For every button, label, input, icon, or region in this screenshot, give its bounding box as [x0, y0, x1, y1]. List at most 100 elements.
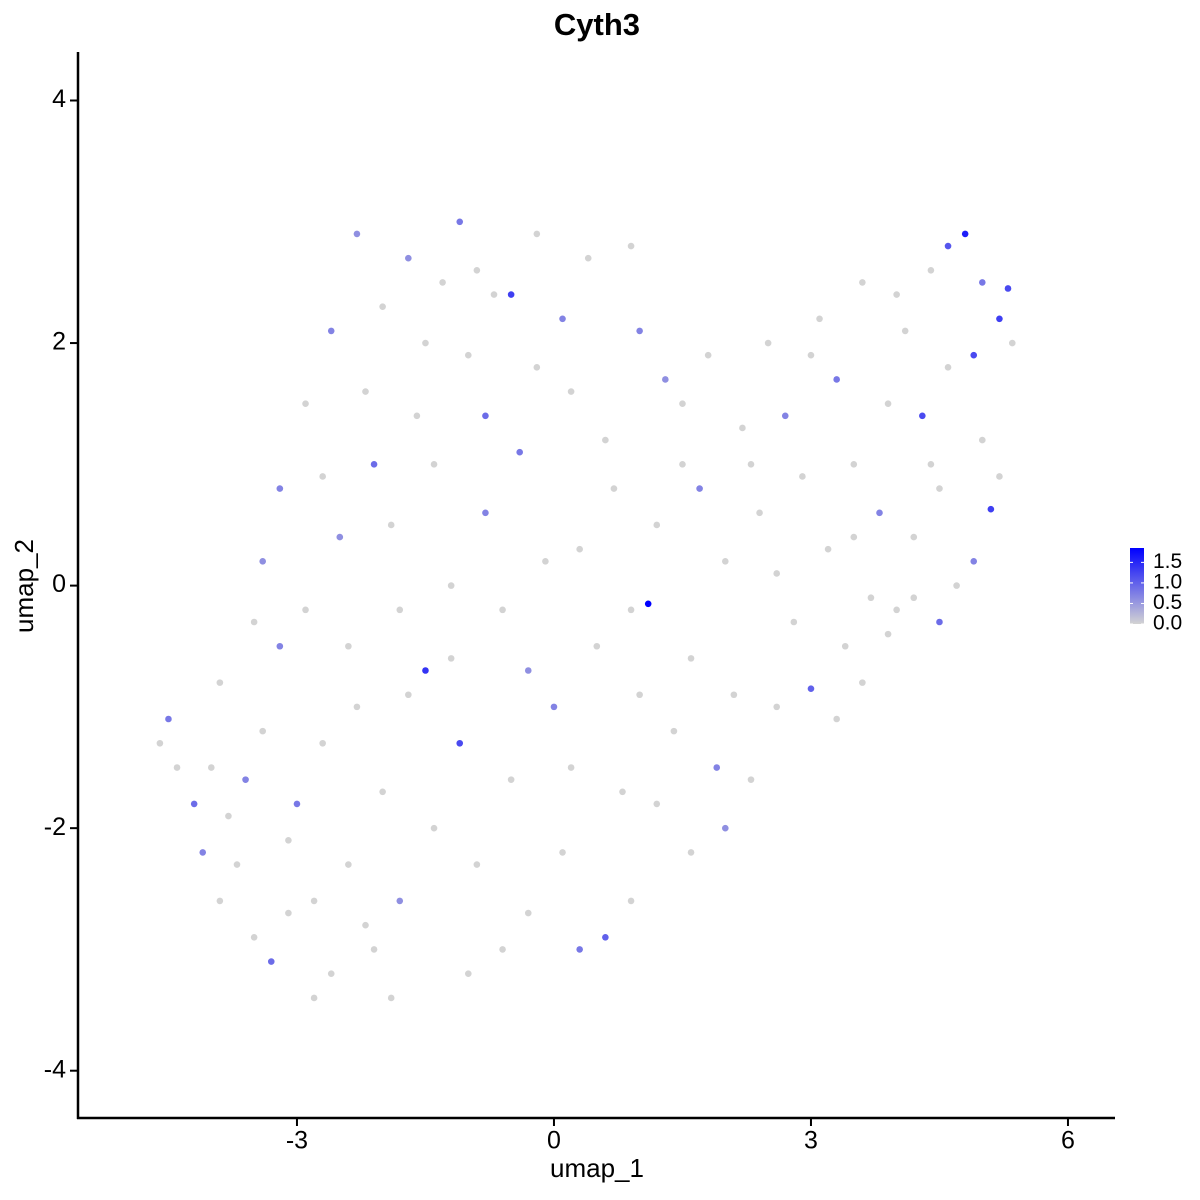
point	[559, 849, 566, 856]
color-bar	[1130, 548, 1144, 624]
point	[636, 327, 643, 335]
point	[345, 861, 352, 868]
point	[456, 739, 464, 747]
point	[156, 739, 164, 747]
point	[679, 400, 686, 407]
point	[644, 600, 652, 608]
point	[473, 861, 481, 868]
point	[267, 958, 275, 965]
point	[1008, 339, 1016, 347]
point	[704, 351, 712, 359]
point	[627, 897, 635, 905]
point	[413, 412, 421, 420]
point	[987, 505, 995, 513]
point	[542, 558, 549, 565]
point	[773, 570, 781, 577]
point	[884, 400, 892, 407]
point	[893, 291, 900, 298]
point	[756, 509, 763, 517]
point	[370, 946, 378, 953]
point	[499, 946, 506, 953]
x-tick-label: 0	[547, 1127, 561, 1155]
point	[276, 485, 284, 492]
x-axis-label: umap_1	[550, 1153, 644, 1183]
x-tick-label: -3	[286, 1127, 308, 1155]
point	[430, 824, 438, 832]
point	[456, 218, 464, 226]
point	[379, 303, 386, 310]
point	[910, 533, 918, 541]
point	[250, 618, 258, 626]
point	[841, 642, 849, 650]
point	[464, 351, 472, 359]
point	[679, 461, 686, 468]
point	[216, 679, 224, 686]
point	[953, 582, 960, 589]
point	[944, 364, 952, 371]
point	[516, 448, 523, 456]
point	[533, 230, 541, 238]
point	[867, 594, 875, 602]
point	[447, 582, 455, 589]
point	[799, 473, 806, 480]
point	[722, 558, 729, 565]
point	[627, 242, 635, 250]
point	[345, 642, 352, 650]
point	[422, 339, 429, 347]
point	[422, 667, 429, 674]
point	[199, 849, 207, 856]
point	[859, 279, 866, 286]
point	[781, 412, 789, 420]
point	[927, 266, 935, 274]
point	[747, 776, 755, 783]
point	[979, 436, 986, 444]
point	[850, 461, 858, 468]
point	[910, 594, 918, 602]
point	[550, 703, 558, 711]
point	[627, 606, 635, 614]
point	[173, 764, 181, 771]
point	[653, 521, 661, 529]
point	[387, 521, 395, 529]
point	[687, 849, 695, 856]
point	[499, 606, 506, 614]
point	[336, 533, 344, 541]
point	[190, 800, 198, 808]
point	[807, 685, 815, 692]
color-tick-label: 1.0	[1153, 570, 1182, 593]
point	[859, 679, 866, 686]
point	[387, 994, 395, 1002]
point	[619, 788, 626, 796]
point	[944, 242, 952, 250]
y-tick-label: 0	[52, 570, 66, 598]
chart-title: Cyth3	[554, 7, 640, 42]
point	[970, 351, 978, 359]
point	[310, 994, 318, 1002]
point	[593, 642, 601, 650]
point	[302, 400, 309, 407]
point	[165, 715, 172, 723]
point	[884, 630, 892, 638]
point	[285, 909, 292, 917]
color-tick-label: 1.5	[1153, 550, 1182, 573]
point	[464, 970, 472, 977]
y-tick-label: -2	[44, 813, 66, 841]
point	[379, 788, 386, 796]
y-tick-label: -4	[44, 1055, 66, 1083]
point	[259, 558, 266, 565]
point	[430, 461, 438, 468]
point	[507, 291, 515, 298]
point	[405, 254, 412, 262]
point	[405, 691, 412, 699]
point	[567, 764, 575, 771]
point	[576, 946, 583, 953]
point	[824, 545, 832, 553]
point	[439, 279, 446, 286]
point	[876, 509, 883, 517]
color-tick-label: 0.0	[1153, 612, 1182, 635]
point	[919, 412, 926, 420]
point	[353, 230, 361, 238]
point	[1004, 285, 1012, 292]
point	[396, 606, 404, 614]
